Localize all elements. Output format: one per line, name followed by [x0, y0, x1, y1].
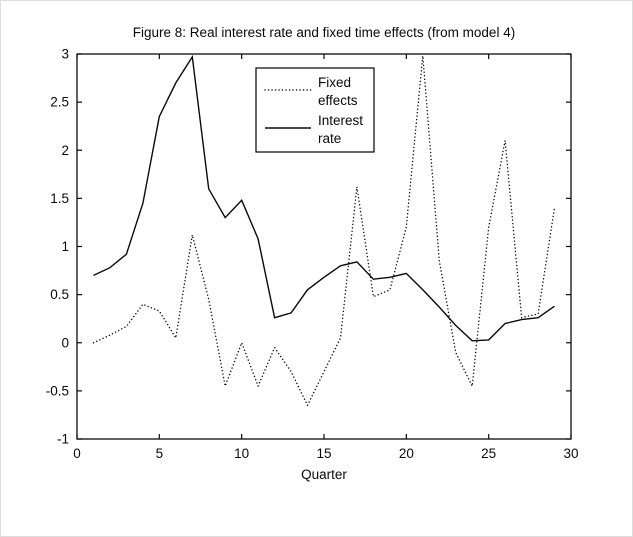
y-tick-label: 3 — [61, 47, 69, 62]
x-tick-label: 10 — [234, 446, 249, 461]
x-tick-label: 20 — [399, 446, 414, 461]
y-tick-label: 0.5 — [50, 287, 69, 302]
series-interest-rate — [93, 54, 555, 342]
x-axis-label: Quarter — [301, 467, 347, 482]
x-tick-label: 25 — [481, 446, 496, 461]
y-tick-label: -1 — [57, 432, 69, 447]
legend-box — [255, 67, 375, 153]
legend-label: effects — [318, 93, 358, 108]
y-tick-label: 1 — [61, 239, 69, 254]
legend: Fixed effects Interest rate — [255, 67, 375, 153]
legend-label: Fixed — [318, 75, 351, 90]
x-tick-label: 30 — [563, 446, 578, 461]
x-tick-label: 5 — [156, 446, 164, 461]
y-tick-label: 1.5 — [50, 191, 69, 206]
legend-label: Interest — [318, 113, 363, 128]
chart-title: Figure 8: Real interest rate and fixed t… — [133, 25, 515, 40]
x-tick-label: 15 — [316, 446, 331, 461]
y-tick-label: 2.5 — [50, 95, 69, 110]
y-tick-label: 0 — [61, 335, 69, 350]
axis-ticks — [76, 53, 572, 440]
legend-label: rate — [318, 131, 341, 146]
y-tick-label: -0.5 — [46, 383, 69, 398]
x-tick-label: 0 — [73, 446, 81, 461]
y-tick-label: 2 — [61, 143, 69, 158]
